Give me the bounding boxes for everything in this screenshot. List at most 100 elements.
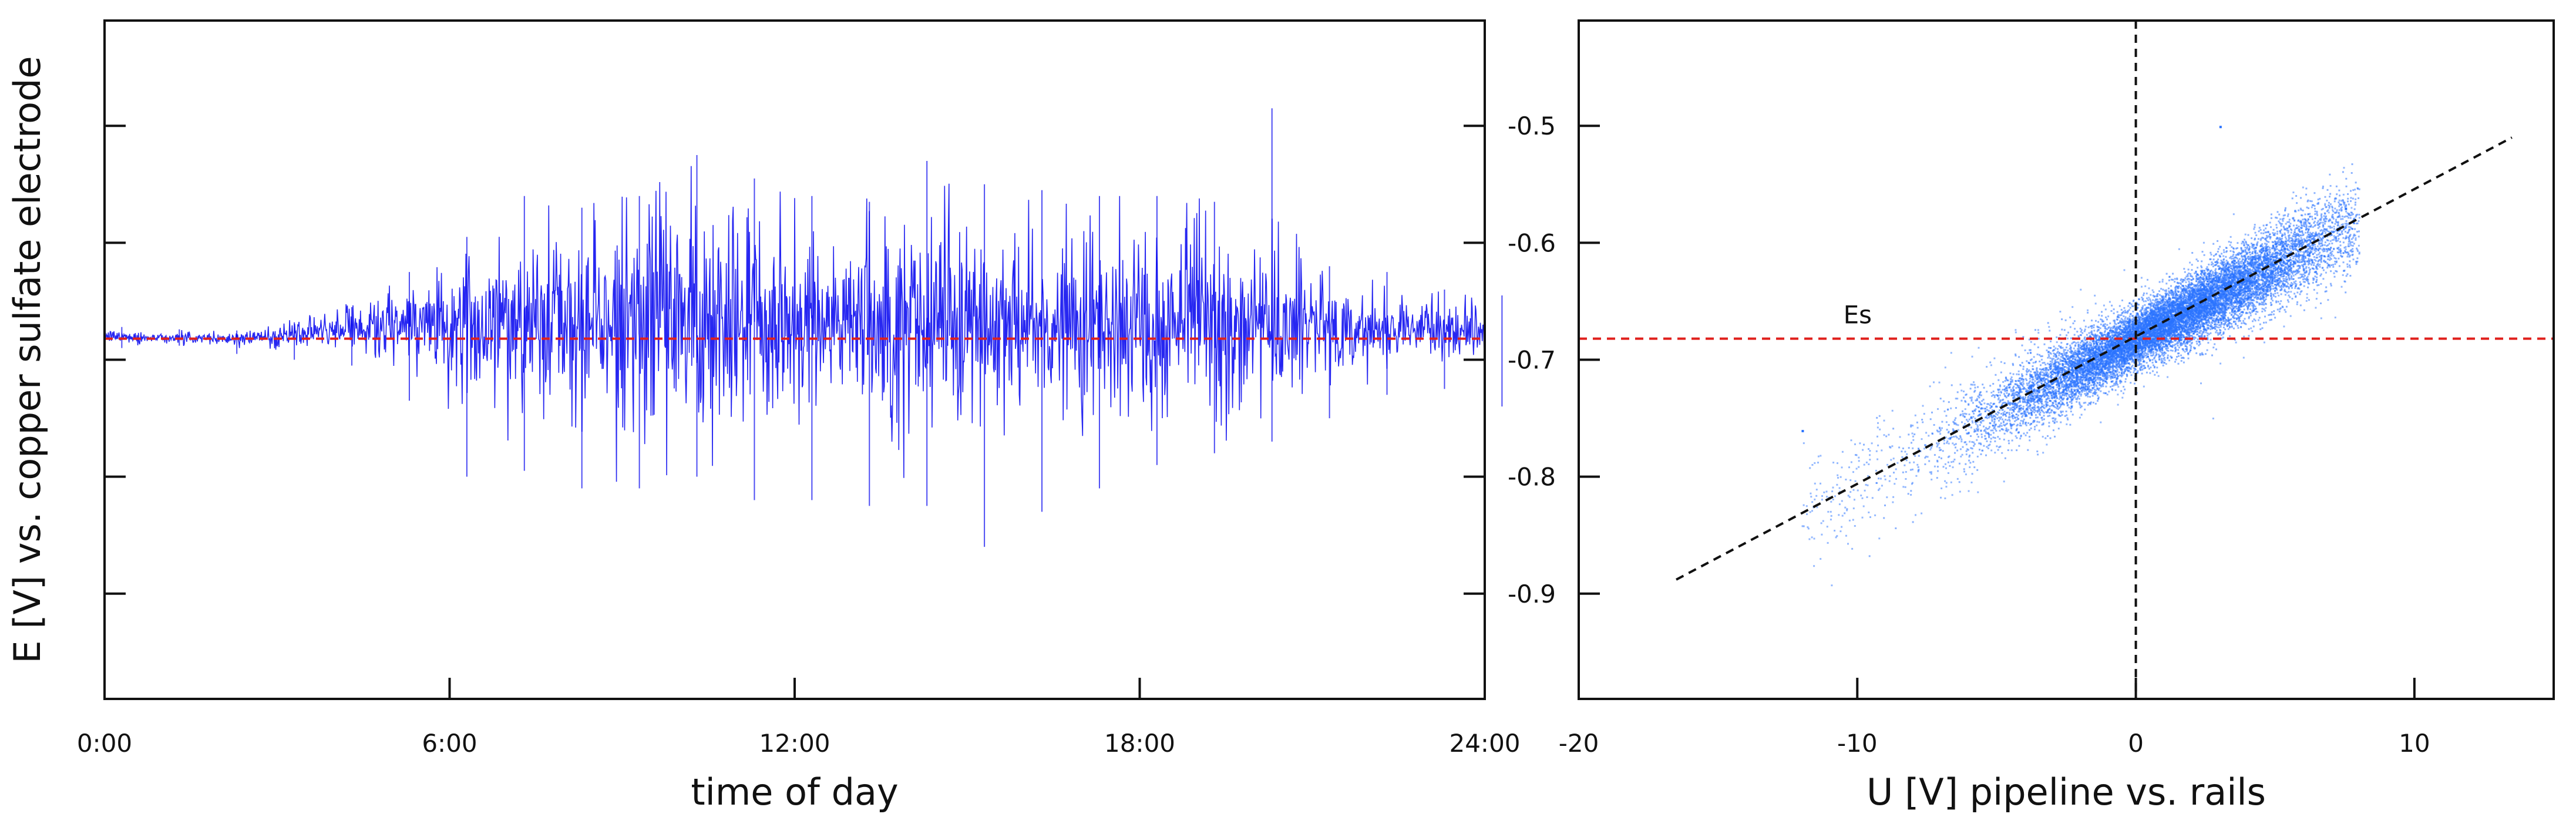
scatter-point — [2279, 303, 2281, 305]
scatter-point — [1952, 460, 1954, 462]
scatter-point — [2194, 337, 2195, 338]
scatter-point — [2293, 293, 2295, 295]
scatter-point — [2350, 217, 2352, 219]
scatter-point — [2140, 363, 2142, 365]
scatter-point — [2186, 347, 2188, 348]
scatter-point — [2134, 383, 2136, 385]
scatter-point — [2288, 221, 2290, 223]
scatter-point — [2053, 346, 2055, 348]
scatter-point — [2195, 352, 2197, 354]
y-tick-label: -0.9 — [1508, 580, 1556, 608]
scatter-point — [2223, 331, 2225, 333]
scatter-point — [2224, 328, 2226, 330]
scatter-point — [2292, 298, 2293, 300]
left-x-tick-label: 6:00 — [422, 729, 477, 758]
scatter-point — [2207, 342, 2209, 344]
scatter-point — [2343, 261, 2345, 263]
scatter-point — [2273, 229, 2275, 231]
scatter-point — [2004, 362, 2006, 364]
scatter-point — [2141, 365, 2143, 367]
scatter-point — [1978, 428, 1979, 430]
scatter-point — [1979, 424, 1981, 426]
scatter-point — [2287, 283, 2289, 285]
scatter-point — [1992, 383, 1994, 385]
scatter-point — [2312, 282, 2314, 284]
scatter-point — [1999, 425, 2001, 426]
scatter-point — [2141, 373, 2143, 375]
scatter-point — [2325, 218, 2326, 220]
scatter-point — [2217, 332, 2219, 334]
scatter-point — [2037, 354, 2039, 355]
scatter-point — [2084, 330, 2086, 332]
scatter-point — [2083, 320, 2085, 321]
scatter-point — [2318, 227, 2319, 229]
scatter-point — [2074, 350, 2076, 352]
scatter-point — [2329, 174, 2330, 176]
scatter-point — [2070, 338, 2072, 339]
left-x-tick-label: 0:00 — [77, 729, 132, 758]
scatter-point — [2285, 311, 2286, 313]
scatter-point — [1996, 406, 1998, 408]
scatter-point — [2229, 326, 2231, 328]
scatter-point — [2288, 291, 2289, 292]
scatter-point — [2346, 275, 2348, 277]
scatter-point — [2269, 319, 2271, 321]
y-tick-label: -0.5 — [1508, 112, 1556, 140]
scatter-point — [2314, 213, 2316, 215]
scatter-point — [2340, 218, 2342, 220]
scatter-point — [2221, 273, 2222, 275]
scatter-point — [2027, 396, 2029, 398]
scatter-point — [1945, 415, 1947, 417]
scatter-point — [2217, 315, 2219, 317]
scatter-point — [2105, 386, 2107, 388]
scatter-point — [2316, 214, 2318, 216]
scatter-point — [2020, 420, 2022, 422]
scatter-point — [2032, 365, 2034, 367]
scatter-point — [2322, 230, 2324, 231]
scatter-point — [2208, 334, 2210, 335]
scatter-point — [2339, 265, 2340, 267]
scatter-point — [2056, 408, 2057, 409]
scatter-point — [2295, 280, 2296, 282]
y-tick-label: -0.7 — [1508, 346, 1556, 375]
scatter-point — [2009, 372, 2011, 374]
scatter-point — [2314, 275, 2316, 277]
scatter-point — [2242, 265, 2244, 267]
scatter-point — [1893, 472, 1895, 473]
scatter-point — [2037, 393, 2039, 395]
scatter-point — [2076, 401, 2077, 403]
scatter-point — [1921, 419, 1923, 421]
scatter-point — [2355, 181, 2357, 183]
scatter-point — [1898, 446, 1900, 448]
scatter-point — [2298, 210, 2299, 211]
scatter-point — [1976, 405, 1978, 407]
scatter-point — [1980, 395, 1982, 396]
scatter-point — [2168, 295, 2170, 297]
scatter-point — [2254, 224, 2256, 226]
scatter-point — [2146, 298, 2148, 300]
scatter-point — [2080, 394, 2082, 395]
scatter-point — [2034, 344, 2036, 345]
scatter-point — [2225, 256, 2227, 258]
scatter-point — [2105, 317, 2107, 318]
scatter-point — [2097, 321, 2099, 323]
scatter-point — [2049, 330, 2050, 332]
scatter-point — [2097, 400, 2099, 402]
scatter-point — [2218, 248, 2219, 250]
scatter-point — [2350, 244, 2352, 246]
scatter-point — [2054, 412, 2056, 413]
scatter-point — [2246, 300, 2248, 301]
left-x-tick-label: 12:00 — [759, 729, 830, 758]
scatter-point — [2226, 247, 2228, 249]
scatter-point — [2333, 273, 2335, 274]
scatter-point — [2339, 194, 2340, 196]
scatter-point — [2124, 381, 2126, 382]
scatter-point — [2298, 268, 2299, 270]
scatter-point — [2216, 329, 2218, 331]
scatter-point — [2009, 413, 2010, 415]
scatter-point — [2138, 304, 2140, 305]
y-tick-label: -0.8 — [1508, 463, 1556, 492]
scatter-point — [2100, 386, 2102, 388]
scatter-point — [1985, 411, 1986, 412]
